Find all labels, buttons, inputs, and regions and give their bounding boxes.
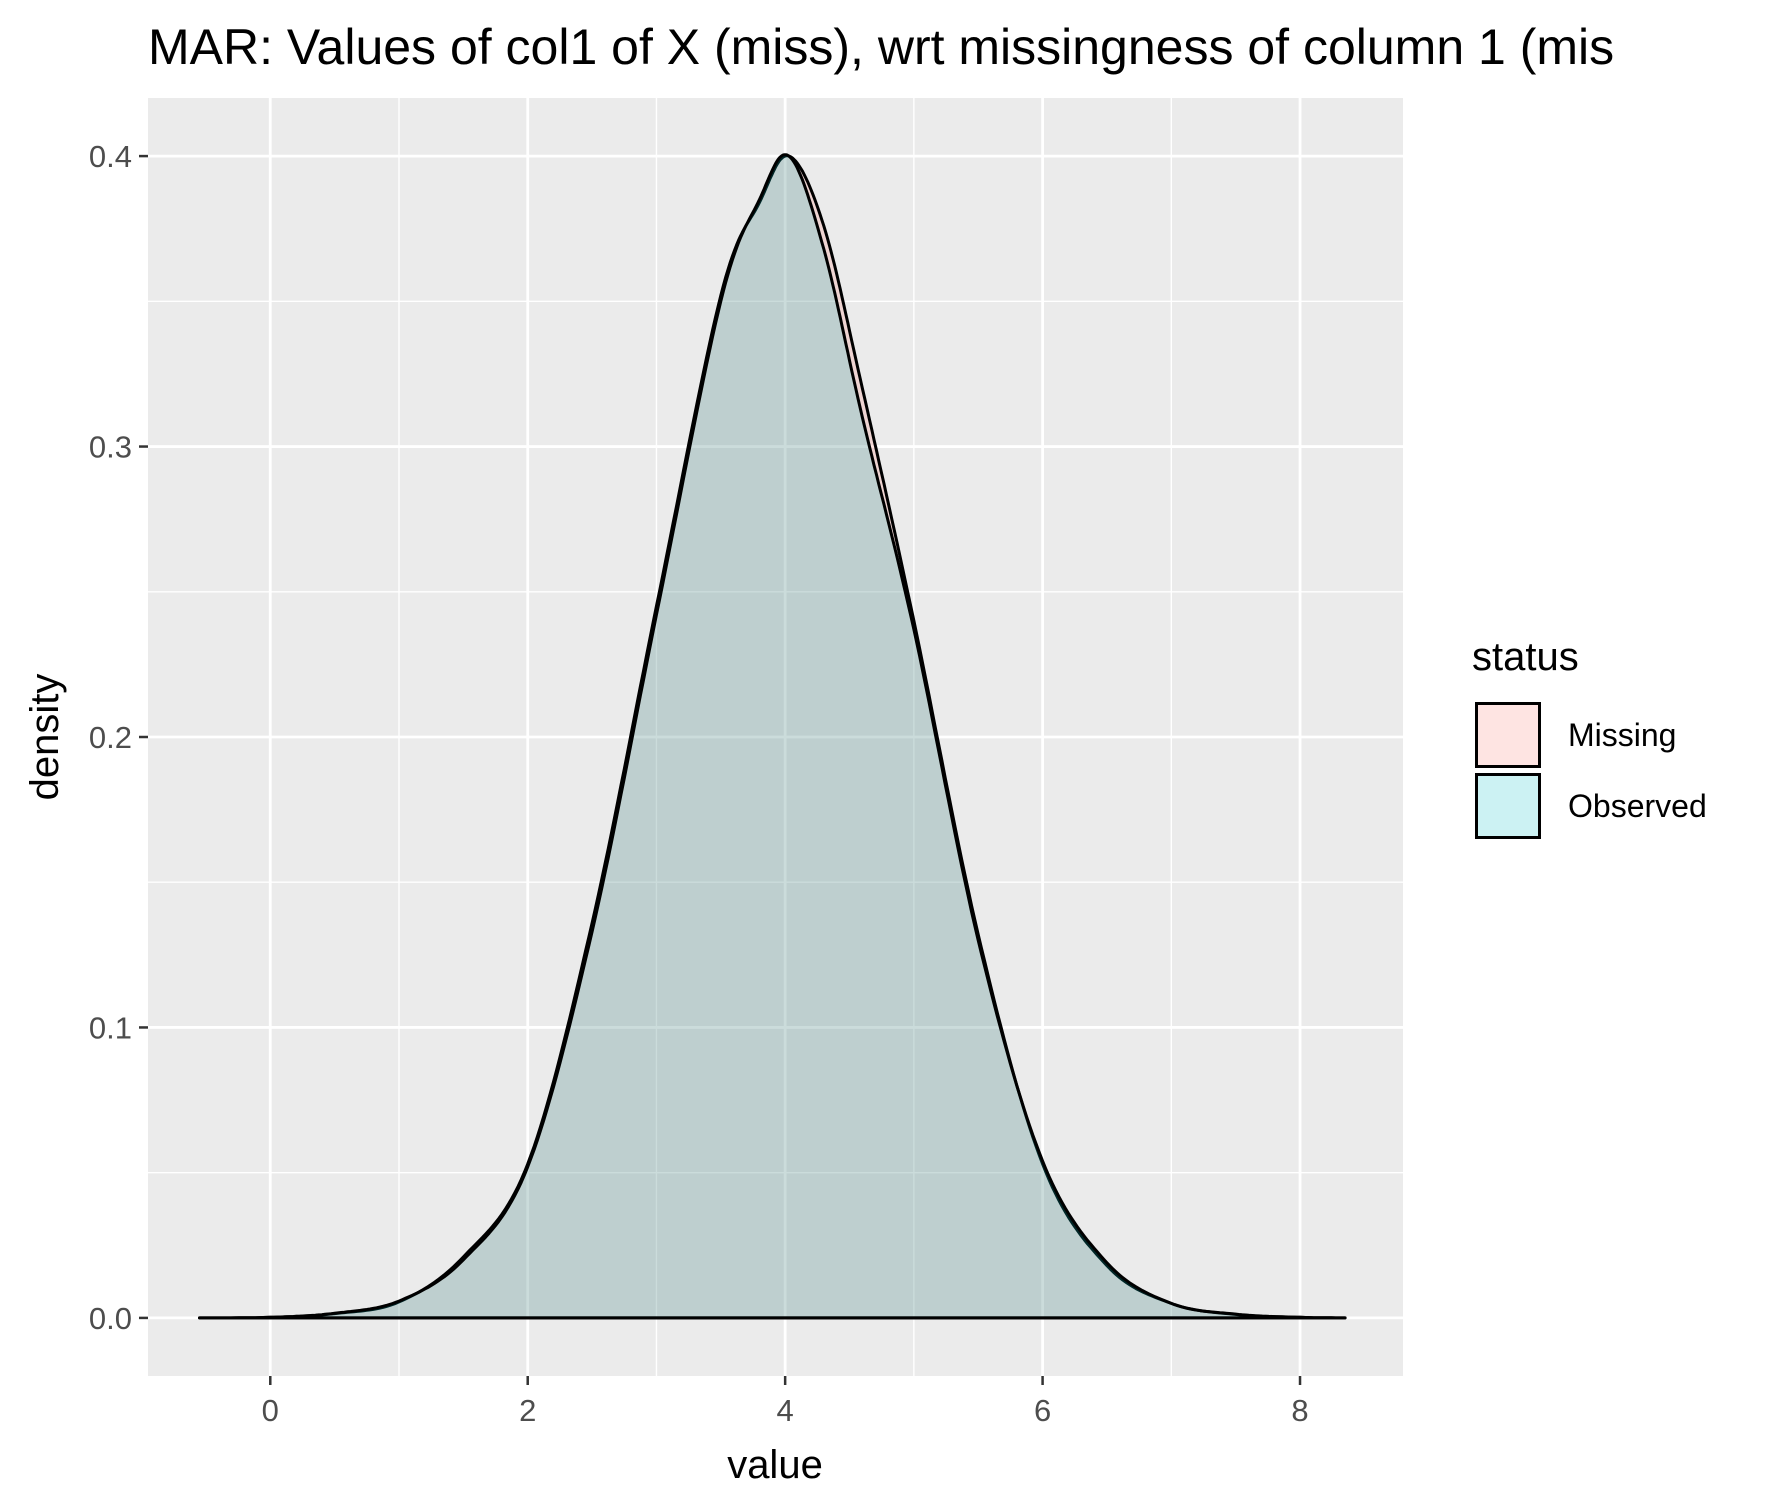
x-axis: 0 2 4 6 8 — [262, 1376, 1309, 1428]
y-tick-label: 0.3 — [89, 430, 132, 465]
legend-title: status — [1472, 635, 1579, 679]
legend: status Missing Observed — [1472, 635, 1707, 839]
legend-key-missing — [1475, 702, 1541, 768]
legend-label-missing: Missing — [1568, 717, 1676, 753]
y-tick-label: 0.0 — [89, 1301, 132, 1336]
y-axis: 0.0 0.1 0.2 0.3 0.4 — [89, 139, 148, 1336]
x-tick-label: 8 — [1291, 1393, 1308, 1428]
x-tick-label: 2 — [519, 1393, 536, 1428]
x-tick-label: 4 — [777, 1393, 794, 1428]
legend-key-bg-observed — [1475, 773, 1541, 839]
chart-title: MAR: Values of col1 of X (miss), wrt mis… — [148, 19, 1614, 75]
legend-key-bg-missing — [1475, 702, 1541, 768]
x-axis-title: value — [727, 1443, 823, 1487]
x-tick-label: 0 — [262, 1393, 279, 1428]
y-tick-label: 0.4 — [89, 139, 132, 174]
y-tick-label: 0.1 — [89, 1010, 132, 1045]
density-area-observed — [198, 153, 1347, 1320]
legend-label-observed: Observed — [1568, 788, 1707, 824]
y-tick-label: 0.2 — [89, 720, 132, 755]
legend-key-observed — [1475, 773, 1541, 839]
y-axis-title: density — [23, 674, 67, 801]
x-tick-label: 6 — [1034, 1393, 1051, 1428]
density-areas — [198, 153, 1347, 1320]
